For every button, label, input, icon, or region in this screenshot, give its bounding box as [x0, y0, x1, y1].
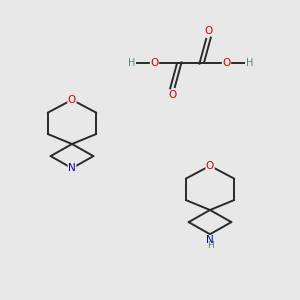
Text: N: N — [206, 236, 214, 245]
Text: O: O — [168, 89, 177, 100]
Text: N: N — [68, 163, 76, 173]
Text: O: O — [222, 58, 231, 68]
Text: O: O — [68, 95, 76, 105]
Text: O: O — [204, 26, 213, 36]
Text: H: H — [128, 58, 135, 68]
Text: O: O — [150, 58, 159, 68]
Text: H: H — [246, 58, 253, 68]
Text: O: O — [206, 161, 214, 171]
Text: H: H — [207, 241, 213, 250]
